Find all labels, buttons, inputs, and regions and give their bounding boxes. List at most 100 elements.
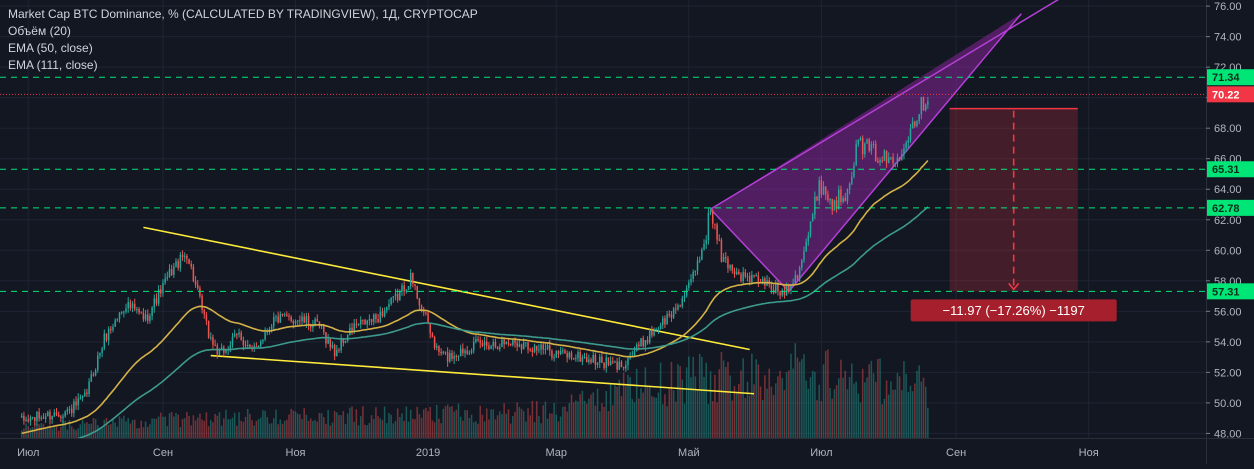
volume-bar (668, 388, 671, 438)
candle (205, 314, 208, 321)
level-badge-bg (1207, 283, 1254, 300)
candle (418, 298, 421, 306)
candle (512, 339, 514, 345)
volume-bar (277, 424, 279, 438)
volume-bar (29, 428, 32, 438)
candle (544, 348, 547, 350)
volume-bar (892, 389, 894, 438)
candle (38, 411, 40, 419)
candle (575, 358, 577, 360)
candle (490, 346, 492, 349)
candle (375, 314, 377, 320)
candle (783, 290, 786, 296)
volume-bar (138, 428, 140, 438)
candle (898, 157, 901, 161)
candle (23, 415, 25, 421)
volume-bar (244, 416, 247, 438)
volume-bar (692, 356, 694, 438)
candle (129, 302, 132, 308)
candle (612, 361, 614, 363)
volume-bar (97, 425, 99, 438)
volume-bar (147, 426, 149, 438)
level-badge: 62.78 (1212, 203, 1240, 215)
candle (388, 304, 390, 308)
volume-bar (885, 380, 888, 438)
volume-bar (516, 402, 518, 438)
volume-bar (453, 411, 455, 438)
volume-bar (729, 375, 731, 438)
candle (920, 96, 923, 115)
candle (425, 312, 427, 314)
volume-bar (540, 423, 542, 438)
candle (75, 401, 77, 406)
volume-bar (307, 420, 310, 438)
volume-bar (924, 386, 927, 438)
candle (535, 345, 538, 351)
candle (681, 298, 684, 307)
candle (557, 350, 560, 355)
volume-bar (51, 428, 53, 438)
candle (396, 293, 399, 301)
candle (927, 101, 929, 105)
volume-bar (877, 358, 879, 438)
candle (168, 269, 171, 277)
candle (66, 409, 69, 412)
volume-bar (44, 428, 47, 438)
volume-bar (657, 392, 660, 438)
candle (579, 351, 581, 362)
volume-bar (353, 421, 355, 438)
volume-bar (738, 384, 740, 438)
candle (705, 240, 707, 244)
candle (338, 349, 340, 351)
y-tick-label: 56.00 (1214, 306, 1242, 318)
volume-bar (761, 400, 764, 438)
candle (794, 275, 797, 284)
volume-bar (359, 416, 362, 438)
lower-trendline (210, 354, 755, 395)
volume-bar (861, 368, 864, 438)
candle (553, 357, 555, 359)
volume-bar (203, 420, 206, 438)
volume-bar (811, 370, 814, 438)
candle (262, 339, 264, 342)
candle (751, 274, 753, 283)
candle (407, 286, 410, 290)
candle (201, 295, 203, 310)
candle (94, 370, 97, 376)
volume-bar (922, 377, 925, 438)
candle (525, 342, 527, 344)
candle (720, 239, 723, 262)
candle (735, 271, 738, 275)
volume-bar (327, 409, 329, 438)
volume-bar (585, 403, 588, 438)
candle (90, 374, 93, 382)
candle (440, 351, 442, 354)
volume-bar (638, 398, 640, 438)
candle (738, 271, 740, 275)
candle (390, 297, 392, 305)
last-price-badge-bg (1207, 86, 1254, 103)
volume-bar (616, 386, 618, 438)
volume-bar (757, 364, 760, 438)
candle (538, 349, 540, 351)
volume-bar (457, 403, 460, 438)
candle (651, 329, 653, 336)
volume-bar (666, 406, 668, 438)
volume-bar (590, 394, 592, 438)
candle (372, 314, 375, 323)
candle (514, 339, 516, 343)
volume-bar (249, 413, 251, 438)
volume-bar (555, 414, 558, 438)
volume-bar (351, 406, 353, 438)
volume-bar (642, 392, 644, 438)
volume-bar (323, 417, 325, 438)
candle (103, 333, 106, 349)
volume-bar (514, 411, 516, 438)
volume-bar (38, 424, 40, 438)
volume-bar (577, 401, 579, 438)
candle (151, 307, 153, 316)
candle (429, 323, 432, 334)
candle (566, 353, 568, 358)
